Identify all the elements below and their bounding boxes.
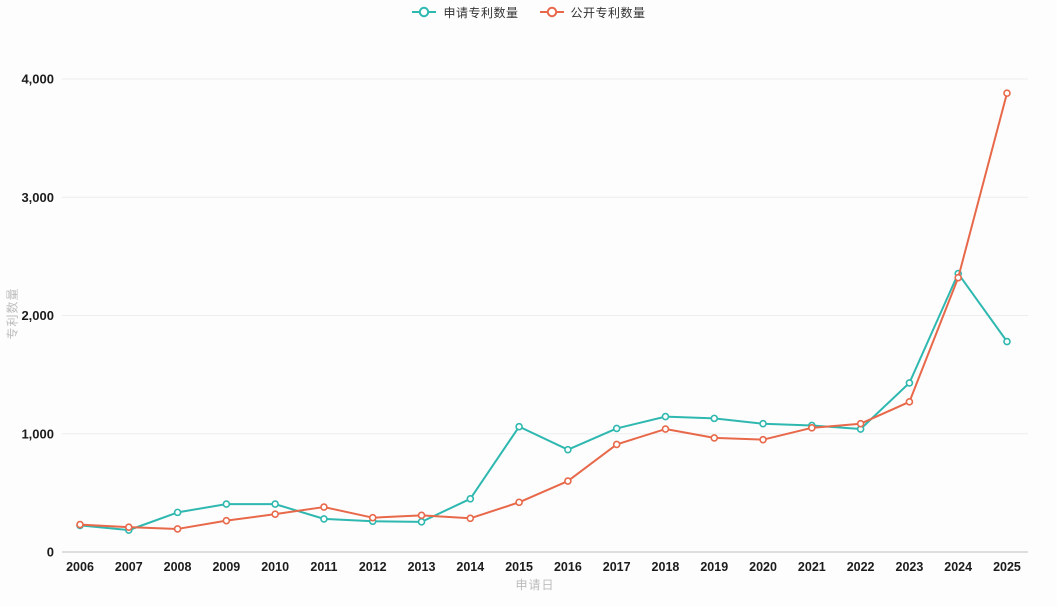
data-point-marker[interactable] (1003, 89, 1011, 97)
data-point-marker[interactable] (222, 516, 231, 525)
y-tick-label: 3,000 (21, 190, 54, 205)
data-point-marker[interactable] (856, 419, 865, 428)
data-point-marker[interactable] (515, 498, 523, 507)
data-point-marker[interactable] (759, 435, 767, 444)
x-tick-label: 2025 (993, 560, 1021, 574)
legend-label-published: 公开专利数量 (570, 5, 646, 20)
x-tick-label: 2010 (261, 560, 289, 574)
data-point-marker[interactable] (661, 425, 670, 433)
data-point-marker[interactable] (222, 500, 231, 508)
data-point-marker[interactable] (76, 520, 84, 529)
legend-label-applied: 申请专利数量 (443, 5, 519, 20)
data-point-marker[interactable] (612, 440, 621, 449)
legend-item-applied-patents[interactable]: 申请专利数量 (411, 4, 518, 21)
y-tick-label: 4,000 (21, 72, 54, 87)
data-point-marker[interactable] (710, 414, 719, 423)
data-point-marker[interactable] (564, 445, 572, 454)
x-tick-label: 2016 (554, 560, 582, 574)
data-point-marker[interactable] (124, 523, 133, 531)
data-point-marker[interactable] (759, 419, 767, 428)
y-tick-label: 1,000 (21, 426, 54, 441)
x-tick-label: 2015 (505, 560, 533, 574)
data-point-marker[interactable] (320, 503, 328, 511)
data-point-marker[interactable] (661, 412, 670, 421)
data-point-marker[interactable] (905, 379, 914, 387)
y-axis-title: 专利数量 (5, 287, 20, 340)
x-tick-label: 2020 (749, 560, 777, 574)
legend: 申请专利数量 公开专利数量 (0, 2, 1057, 22)
data-point-marker[interactable] (515, 422, 523, 431)
x-tick-label: 2008 (164, 560, 192, 574)
data-point-marker[interactable] (466, 494, 475, 503)
x-tick-label: 2007 (115, 560, 143, 574)
series-line-1 (79, 92, 1008, 530)
x-tick-label: 2021 (798, 560, 826, 574)
data-point-marker[interactable] (466, 514, 475, 523)
line-circle-marker-icon (412, 6, 437, 18)
x-tick-label: 2014 (456, 560, 484, 574)
data-point-marker[interactable] (710, 434, 719, 442)
x-tick-label: 2022 (847, 560, 875, 574)
x-tick-label: 2012 (359, 560, 387, 574)
data-point-marker[interactable] (173, 525, 182, 533)
data-point-marker[interactable] (368, 513, 377, 522)
legend-item-published-patents[interactable]: 公开专利数量 (539, 4, 646, 21)
data-point-marker[interactable] (1003, 337, 1011, 346)
data-point-marker[interactable] (320, 515, 328, 523)
data-point-marker[interactable] (173, 508, 182, 517)
data-point-marker[interactable] (417, 518, 426, 526)
x-tick-label: 2024 (944, 560, 972, 574)
x-tick-label: 2009 (212, 560, 240, 574)
data-point-marker[interactable] (271, 510, 279, 518)
data-point-marker[interactable] (808, 424, 816, 432)
x-tick-label: 2019 (700, 560, 728, 574)
x-tick-label: 2023 (896, 560, 924, 574)
x-tick-label: 2017 (603, 560, 631, 574)
x-tick-label: 2013 (408, 560, 436, 574)
x-tick-label: 2011 (310, 560, 337, 574)
x-axis-title: 申请日 (515, 578, 555, 592)
data-point-marker[interactable] (612, 424, 621, 433)
x-tick-label: 2018 (652, 560, 680, 574)
y-tick-label: 0 (47, 545, 54, 560)
line-circle-marker-icon (539, 6, 564, 18)
data-point-marker[interactable] (271, 500, 279, 508)
data-point-marker[interactable] (954, 273, 963, 282)
data-point-marker[interactable] (417, 511, 426, 520)
y-tick-label: 2,000 (21, 308, 54, 323)
x-tick-label: 2006 (66, 560, 94, 574)
data-point-marker[interactable] (564, 477, 572, 485)
series-line-0 (79, 272, 1008, 532)
data-point-marker[interactable] (905, 398, 914, 406)
